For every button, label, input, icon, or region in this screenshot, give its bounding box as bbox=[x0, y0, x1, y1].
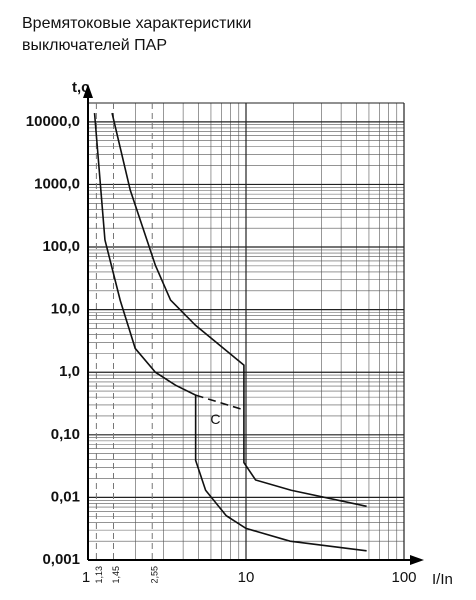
y-tick-label: 0,001 bbox=[42, 551, 80, 568]
x-axis-label: I/In bbox=[432, 571, 453, 588]
x-axis-arrow bbox=[410, 555, 424, 565]
marker-label: 1,45 bbox=[111, 566, 121, 584]
chart-title: выключателей ПАР bbox=[22, 37, 167, 54]
x-tick-label: 10 bbox=[238, 569, 255, 586]
annotation: C bbox=[210, 411, 220, 427]
x-tick-label: 1 bbox=[82, 569, 90, 586]
y-tick-label: 0,10 bbox=[51, 426, 80, 443]
marker-label: 1,13 bbox=[94, 566, 104, 584]
y-tick-label: 10,0 bbox=[51, 301, 80, 318]
chart-title: Времятоковые характеристики bbox=[22, 15, 251, 32]
y-tick-label: 100,0 bbox=[42, 238, 80, 255]
curve bbox=[111, 112, 367, 508]
y-tick-label: 10000,0 bbox=[26, 113, 80, 130]
y-tick-label: 0,01 bbox=[51, 488, 80, 505]
y-axis-arrow bbox=[83, 84, 93, 98]
marker-label: 2,55 bbox=[150, 566, 160, 584]
x-tick-label: 100 bbox=[391, 569, 416, 586]
curve bbox=[195, 394, 245, 411]
y-tick-label: 1,0 bbox=[59, 363, 80, 380]
y-tick-label: 1000,0 bbox=[34, 175, 80, 192]
curve bbox=[93, 113, 367, 552]
y-axis-label: t,c bbox=[72, 79, 90, 96]
